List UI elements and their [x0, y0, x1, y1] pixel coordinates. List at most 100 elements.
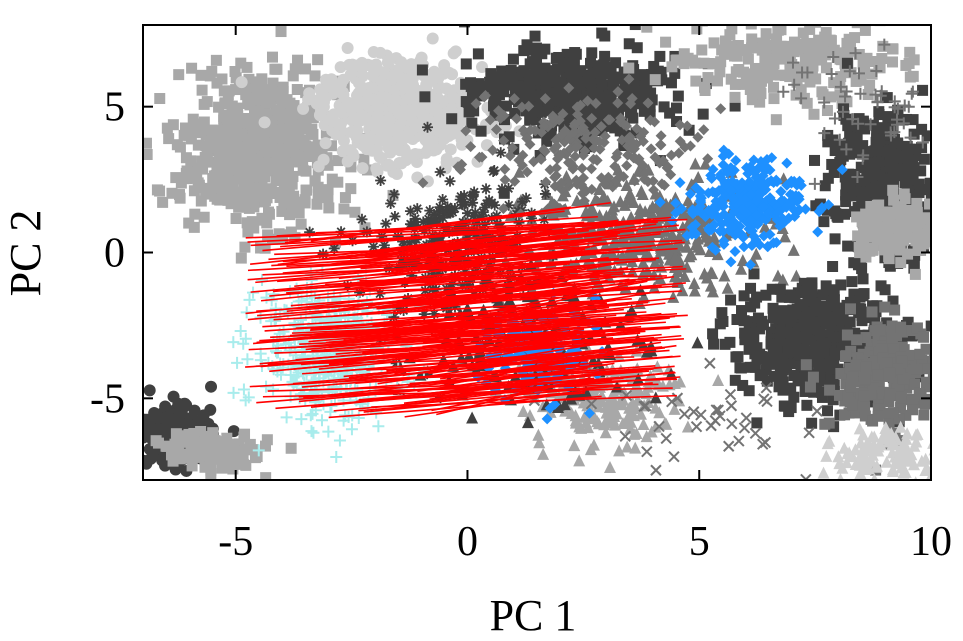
scatter-point [260, 291, 273, 304]
scatter-point [800, 359, 812, 371]
scatter-point [314, 108, 327, 121]
scatter-point [838, 441, 851, 454]
scatter-point [375, 174, 387, 186]
scatter-point [822, 172, 834, 184]
scatter-point [925, 320, 931, 332]
scatter-point [705, 419, 717, 432]
scatter-point [933, 209, 944, 220]
scatter-point [665, 77, 677, 89]
scatter-point [935, 197, 946, 208]
scatter-point [502, 182, 514, 194]
scatter-point [201, 142, 213, 154]
scatter-point [586, 47, 598, 59]
scatter-point [330, 450, 343, 463]
scatter-point [211, 193, 223, 205]
scatter-point [385, 198, 397, 210]
scatter-point [239, 155, 251, 167]
scatter-point [264, 97, 276, 109]
scatter-point [893, 413, 905, 425]
scatter-point [844, 45, 856, 57]
scatter-point [800, 328, 812, 340]
scatter-point [840, 113, 852, 125]
scatter-point [878, 244, 890, 256]
scatter-point [172, 442, 184, 454]
scatter-point [489, 199, 501, 211]
scatter-point [261, 192, 273, 204]
scatter-point [900, 230, 912, 242]
scatter-point [932, 397, 943, 408]
scatter-point [495, 147, 507, 159]
scatter-point [920, 343, 931, 355]
scatter-point [918, 409, 930, 421]
scatter-point [318, 189, 330, 201]
scatter-point [715, 103, 727, 115]
scatter-point [390, 357, 402, 369]
scatter-point [289, 232, 301, 244]
scatter-point [921, 236, 931, 248]
scatter-point [479, 201, 491, 213]
scatter-point [800, 320, 812, 332]
scatter-point [790, 305, 802, 317]
scatter-point [936, 383, 947, 394]
scatter-point [198, 449, 210, 461]
scatter-point [337, 134, 350, 147]
scatter-point [555, 79, 567, 91]
scatter-point [277, 325, 290, 338]
scatter-point [438, 132, 451, 145]
scatter-point [566, 61, 578, 73]
scatter-point [766, 283, 778, 295]
scatter-point [209, 435, 221, 447]
scatter-point [756, 438, 769, 450]
scatter-point [753, 0, 764, 7]
scatter-point [188, 404, 201, 417]
scatter-point [201, 149, 213, 161]
scatter-point [600, 209, 613, 222]
scatter-point [807, 37, 819, 49]
scatter-point [234, 199, 246, 211]
scatter-point [812, 355, 824, 367]
scatter-point [750, 322, 762, 334]
scatter-point [896, 341, 908, 353]
scatter-point [824, 34, 836, 46]
scatter-point [913, 387, 925, 399]
scatter-point [846, 399, 858, 411]
scatter-point [518, 45, 530, 57]
scatter-point [688, 277, 701, 290]
scatter-point [262, 158, 274, 170]
scatter-point [723, 440, 735, 452]
scatter-point [824, 384, 836, 396]
scatter-point [873, 211, 885, 223]
scatter-point [792, 326, 804, 338]
scatter-point [656, 237, 669, 250]
scatter-point [917, 84, 929, 96]
scatter-point [916, 354, 928, 366]
scatter-point [518, 93, 530, 105]
scatter-point [669, 67, 681, 79]
scatter-point [853, 422, 866, 435]
scatter-point [383, 113, 396, 126]
scatter-point [867, 231, 879, 243]
scatter-point [371, 109, 384, 122]
scatter-point [828, 112, 841, 125]
scatter-point [161, 440, 173, 452]
scatter-point [252, 444, 265, 457]
scatter-point [851, 334, 863, 346]
scatter-point [565, 157, 577, 169]
scatter-point [916, 142, 928, 154]
scatter-point [186, 62, 198, 74]
scatter-point [459, 225, 471, 237]
scatter-point [373, 150, 386, 163]
scatter-point [248, 222, 260, 234]
scatter-point [793, 63, 805, 75]
scatter-point [954, 223, 963, 234]
scatter-point [932, 188, 943, 199]
scatter-point [907, 174, 919, 186]
scatter-point [351, 124, 364, 137]
scatter-point [881, 317, 893, 329]
scatter-point [854, 247, 866, 259]
scatter-point [651, 360, 664, 373]
scatter-point [580, 133, 592, 145]
scatter-point [672, 90, 684, 102]
scatter-point [874, 89, 887, 102]
scatter-point [868, 358, 880, 370]
